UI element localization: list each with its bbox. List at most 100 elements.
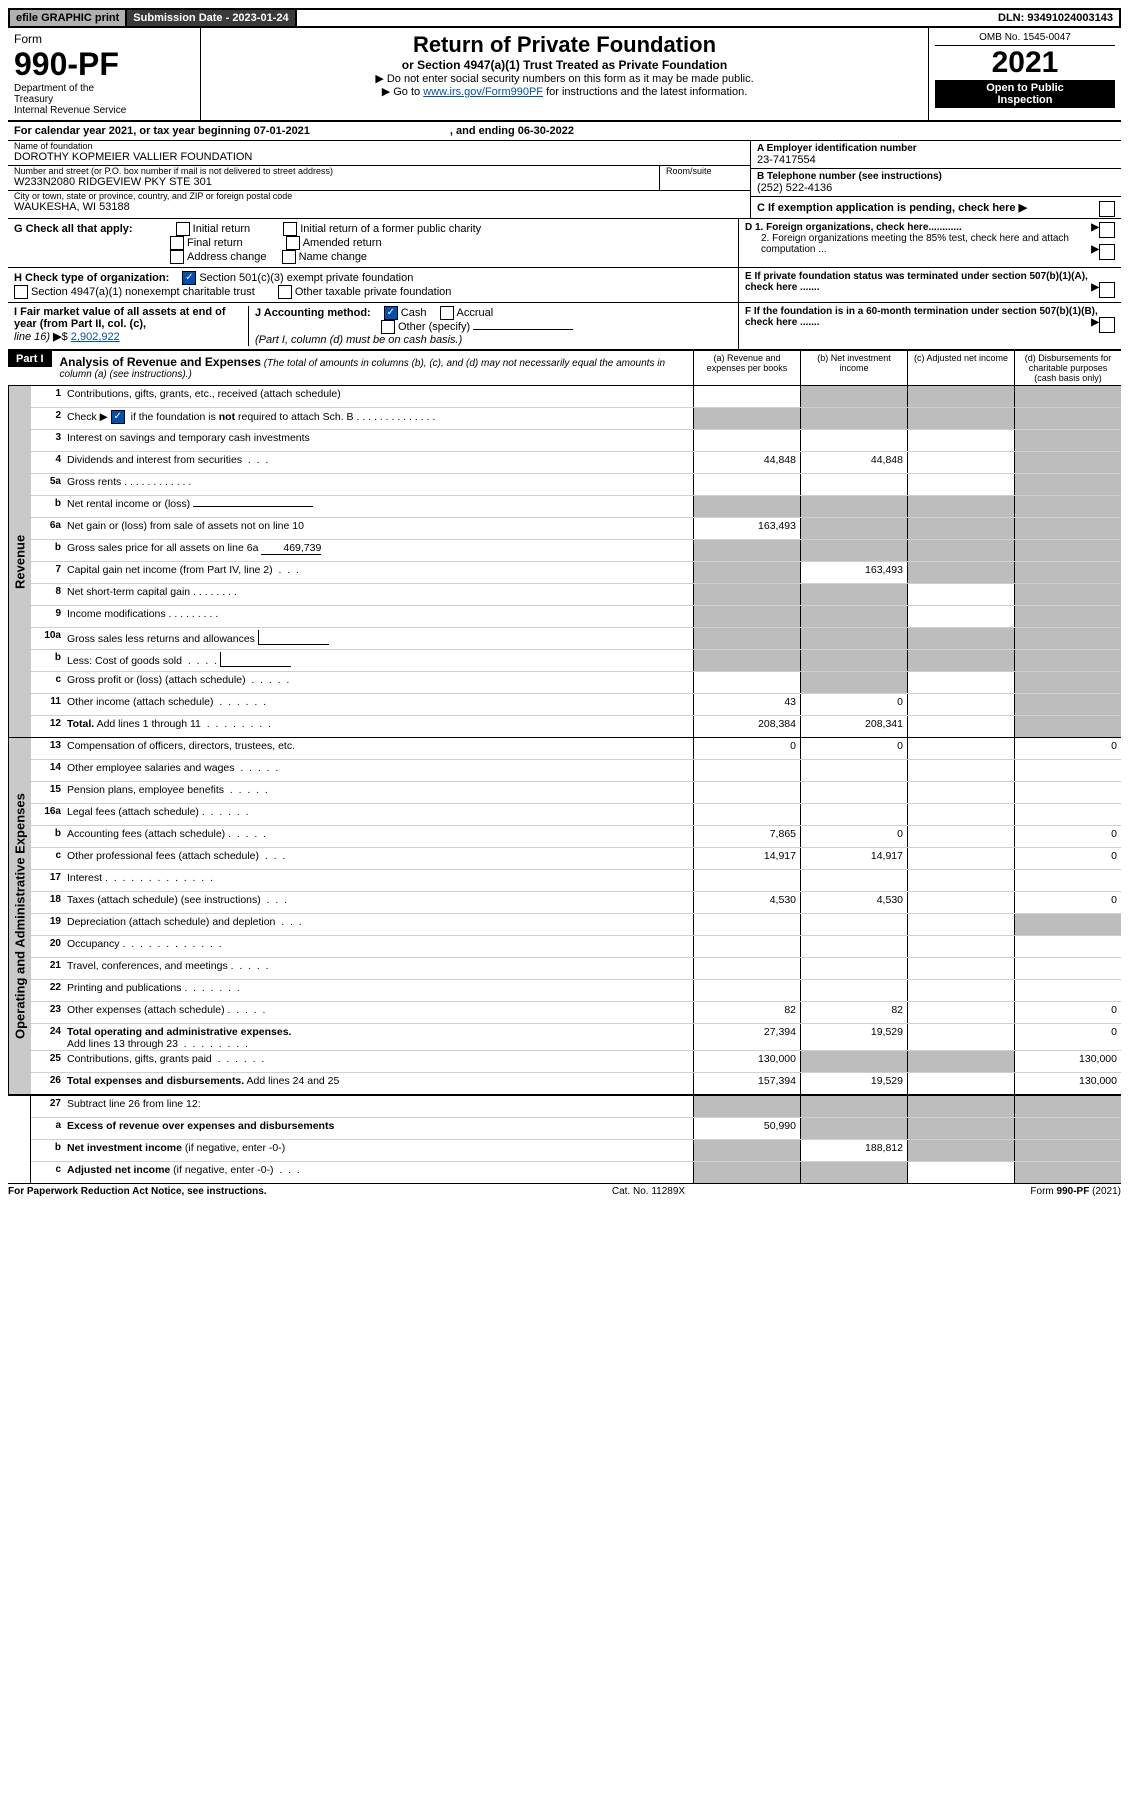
line-desc: Travel, conferences, and meetings . . . … xyxy=(67,958,693,979)
g-check-amended[interactable] xyxy=(286,236,300,250)
g-opt: Initial return xyxy=(193,223,250,235)
e-checkbox[interactable] xyxy=(1099,282,1115,298)
cell-value: 82 xyxy=(693,1002,800,1023)
j-opt: Accrual xyxy=(457,307,494,319)
cell-value: 19,529 xyxy=(800,1024,907,1050)
j-note: (Part I, column (d) must be on cash basi… xyxy=(255,334,462,346)
f-label: F If the foundation is in a 60-month ter… xyxy=(745,306,1098,328)
j-opt: Cash xyxy=(401,307,427,319)
cell-value: 188,812 xyxy=(800,1140,907,1161)
line-desc: Compensation of officers, directors, tru… xyxy=(67,738,693,759)
g-check-final[interactable] xyxy=(170,236,184,250)
cell-value: 208,384 xyxy=(693,716,800,737)
g-check-name[interactable] xyxy=(282,250,296,264)
cell-value: 82 xyxy=(800,1002,907,1023)
h-e-row: H Check type of organization: Section 50… xyxy=(8,268,1121,303)
col-b-head: (b) Net investment income xyxy=(800,351,907,385)
tax-year: 2021 xyxy=(935,46,1115,80)
line-desc: Depreciation (attach schedule) and deple… xyxy=(67,914,693,935)
d2-checkbox[interactable] xyxy=(1099,244,1115,260)
efile-print-button[interactable]: efile GRAPHIC print xyxy=(10,10,127,26)
expenses-side-label: Operating and Administrative Expenses xyxy=(8,738,31,1094)
j-label: J Accounting method: xyxy=(255,307,371,319)
cell-value: 0 xyxy=(693,738,800,759)
h-opt: Section 501(c)(3) exempt private foundat… xyxy=(199,272,413,284)
line-desc: Accounting fees (attach schedule) . . . … xyxy=(67,826,693,847)
name-label: Name of foundation xyxy=(8,141,750,151)
cell-value: 130,000 xyxy=(693,1051,800,1072)
cell-value: 163,493 xyxy=(800,562,907,583)
cell-value: 14,917 xyxy=(800,848,907,869)
c-label: C If exemption application is pending, c… xyxy=(757,202,1016,214)
line-desc: Occupancy . . . . . . . . . . . . xyxy=(67,936,693,957)
line-desc: Dividends and interest from securities .… xyxy=(67,452,693,473)
dept-line: Treasury xyxy=(14,94,194,105)
h-opt: Section 4947(a)(1) nonexempt charitable … xyxy=(31,286,255,298)
text: ▶ Go to xyxy=(382,86,423,98)
line-desc: Check ▶ if the foundation is not require… xyxy=(67,408,693,429)
j-check-accrual[interactable] xyxy=(440,306,454,320)
g-opt: Final return xyxy=(187,237,243,249)
f-checkbox[interactable] xyxy=(1099,317,1115,333)
col-a-head: (a) Revenue and expenses per books xyxy=(693,351,800,385)
expenses-section: Operating and Administrative Expenses 13… xyxy=(8,738,1121,1095)
line-desc: Pension plans, employee benefits . . . .… xyxy=(67,782,693,803)
d2-label: 2. Foreign organizations meeting the 85%… xyxy=(761,233,1069,255)
part1-title: Analysis of Revenue and Expenses xyxy=(60,355,261,369)
j-check-cash[interactable] xyxy=(384,306,398,320)
i-j-f-row: I Fair market value of all assets at end… xyxy=(8,303,1121,350)
h-check-other[interactable] xyxy=(278,285,292,299)
revenue-section: Revenue 1Contributions, gifts, grants, e… xyxy=(8,386,1121,738)
line-desc: Other income (attach schedule) . . . . .… xyxy=(67,694,693,715)
schb-checkbox[interactable] xyxy=(111,410,125,424)
open-public: Open to PublicInspection xyxy=(935,80,1115,108)
part1-header: Part I Analysis of Revenue and Expenses … xyxy=(8,350,1121,386)
i-label: I Fair market value of all assets at end… xyxy=(14,306,226,330)
city-value: WAUKESHA, WI 53188 xyxy=(8,201,750,215)
calendar-year-line: For calendar year 2021, or tax year begi… xyxy=(8,122,1121,141)
cell-value: 163,493 xyxy=(693,518,800,539)
dept-line: Internal Revenue Service xyxy=(14,105,194,116)
line-desc: Net gain or (loss) from sale of assets n… xyxy=(67,518,693,539)
g-check-initial[interactable] xyxy=(176,222,190,236)
d1-label: D 1. Foreign organizations, check here..… xyxy=(745,222,962,233)
line-desc: Other expenses (attach schedule) . . . .… xyxy=(67,1002,693,1023)
name-ein-row: Name of foundation DOROTHY KOPMEIER VALL… xyxy=(8,141,1121,219)
d1-checkbox[interactable] xyxy=(1099,222,1115,238)
line-desc: Other professional fees (attach schedule… xyxy=(67,848,693,869)
line-desc: Total expenses and disbursements. Add li… xyxy=(67,1073,693,1094)
cell-value: 14,917 xyxy=(693,848,800,869)
line27-section: 27Subtract line 26 from line 12: aExcess… xyxy=(8,1095,1121,1184)
g-opt: Address change xyxy=(187,251,267,263)
cell-value: 27,394 xyxy=(693,1024,800,1050)
i-line: line 16) xyxy=(14,331,50,343)
g-check-address[interactable] xyxy=(170,250,184,264)
line-desc: Interest on savings and temporary cash i… xyxy=(67,430,693,451)
footer-right: Form Form 990-PF (2021)990-PF (2021) xyxy=(1030,1186,1121,1197)
cell-value: 0 xyxy=(1014,892,1121,913)
cell-value: 44,848 xyxy=(800,452,907,473)
line-desc: Subtract line 26 from line 12: xyxy=(67,1096,693,1117)
line-desc: Net investment income (if negative, ente… xyxy=(67,1140,693,1161)
form-link[interactable]: www.irs.gov/Form990PF xyxy=(423,86,543,98)
h-check-501c3[interactable] xyxy=(182,271,196,285)
cell-value: 208,341 xyxy=(800,716,907,737)
c-checkbox[interactable] xyxy=(1099,201,1115,217)
g-check-initial-former[interactable] xyxy=(283,222,297,236)
form-word: Form xyxy=(14,32,194,46)
text: for instructions and the latest informat… xyxy=(543,86,747,98)
cell-value: 0 xyxy=(1014,1002,1121,1023)
cell-value: 4,530 xyxy=(800,892,907,913)
fmv-amount[interactable]: 2,902,922 xyxy=(71,331,120,343)
j-check-other[interactable] xyxy=(381,320,395,334)
form-subtitle: or Section 4947(a)(1) Trust Treated as P… xyxy=(211,58,918,72)
foundation-name: DOROTHY KOPMEIER VALLIER FOUNDATION xyxy=(8,151,750,165)
j-opt: Other (specify) xyxy=(398,321,470,333)
part1-label: Part I xyxy=(8,351,52,367)
line-desc: Legal fees (attach schedule) . . . . . . xyxy=(67,804,693,825)
line-desc: Gross sales price for all assets on line… xyxy=(67,540,693,561)
line-desc: Net short-term capital gain . . . . . . … xyxy=(67,584,693,605)
cell-value: 0 xyxy=(800,826,907,847)
h-check-4947[interactable] xyxy=(14,285,28,299)
line-desc: Income modifications . . . . . . . . . xyxy=(67,606,693,627)
